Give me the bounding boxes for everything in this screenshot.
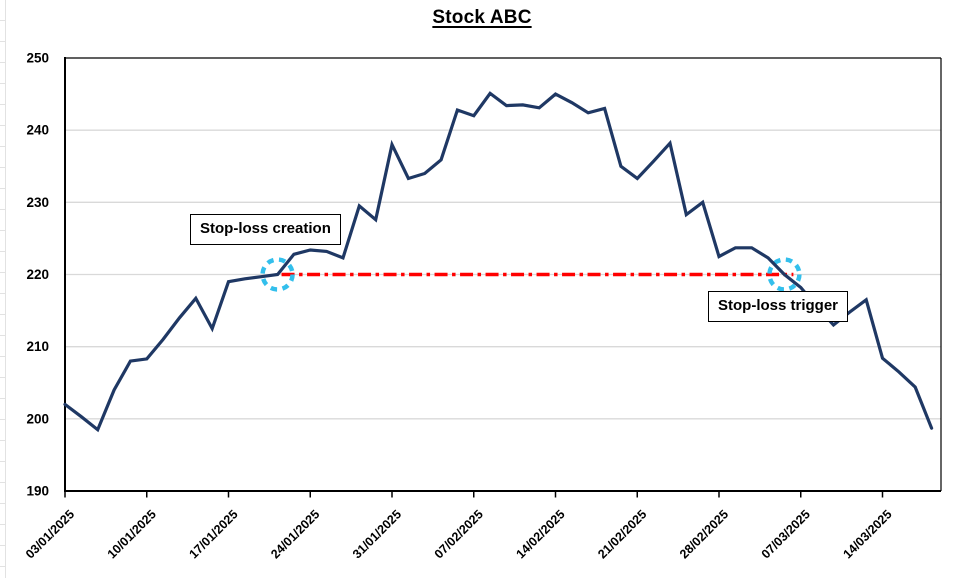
y-tick-label: 250 xyxy=(26,51,49,66)
price-line xyxy=(63,91,934,433)
y-tick-label: 200 xyxy=(26,411,49,426)
x-tick-label: 03/01/2025 xyxy=(23,507,77,561)
chart-title: Stock ABC xyxy=(0,7,964,29)
x-tick-label: 31/01/2025 xyxy=(350,507,404,561)
stop-loss-creation-marker xyxy=(260,257,295,292)
stop-loss-trigger-marker xyxy=(767,257,802,292)
y-tick-label: 210 xyxy=(26,339,49,354)
stop-loss-creation-label: Stop-loss creation xyxy=(190,214,341,245)
y-tick-label: 230 xyxy=(26,195,49,210)
x-tick-label: 07/02/2025 xyxy=(432,507,486,561)
x-tick-label: 28/02/2025 xyxy=(677,507,731,561)
x-tick-label: 17/01/2025 xyxy=(186,507,240,561)
x-tick-label: 07/03/2025 xyxy=(759,507,813,561)
chart-title-text: Stock ABC xyxy=(432,7,532,28)
x-tick-label: 21/02/2025 xyxy=(595,507,649,561)
stop-loss-trigger-label: Stop-loss trigger xyxy=(708,291,849,322)
y-tick-label: 220 xyxy=(26,267,49,282)
y-tick-label: 190 xyxy=(26,484,49,499)
spreadsheet-gridlines xyxy=(0,0,6,578)
y-tick-label: 240 xyxy=(26,123,49,138)
x-tick-label: 14/03/2025 xyxy=(840,507,894,561)
x-tick-label: 14/02/2025 xyxy=(513,507,567,561)
x-tick-label: 10/01/2025 xyxy=(105,507,159,561)
x-tick-label: 24/01/2025 xyxy=(268,507,322,561)
